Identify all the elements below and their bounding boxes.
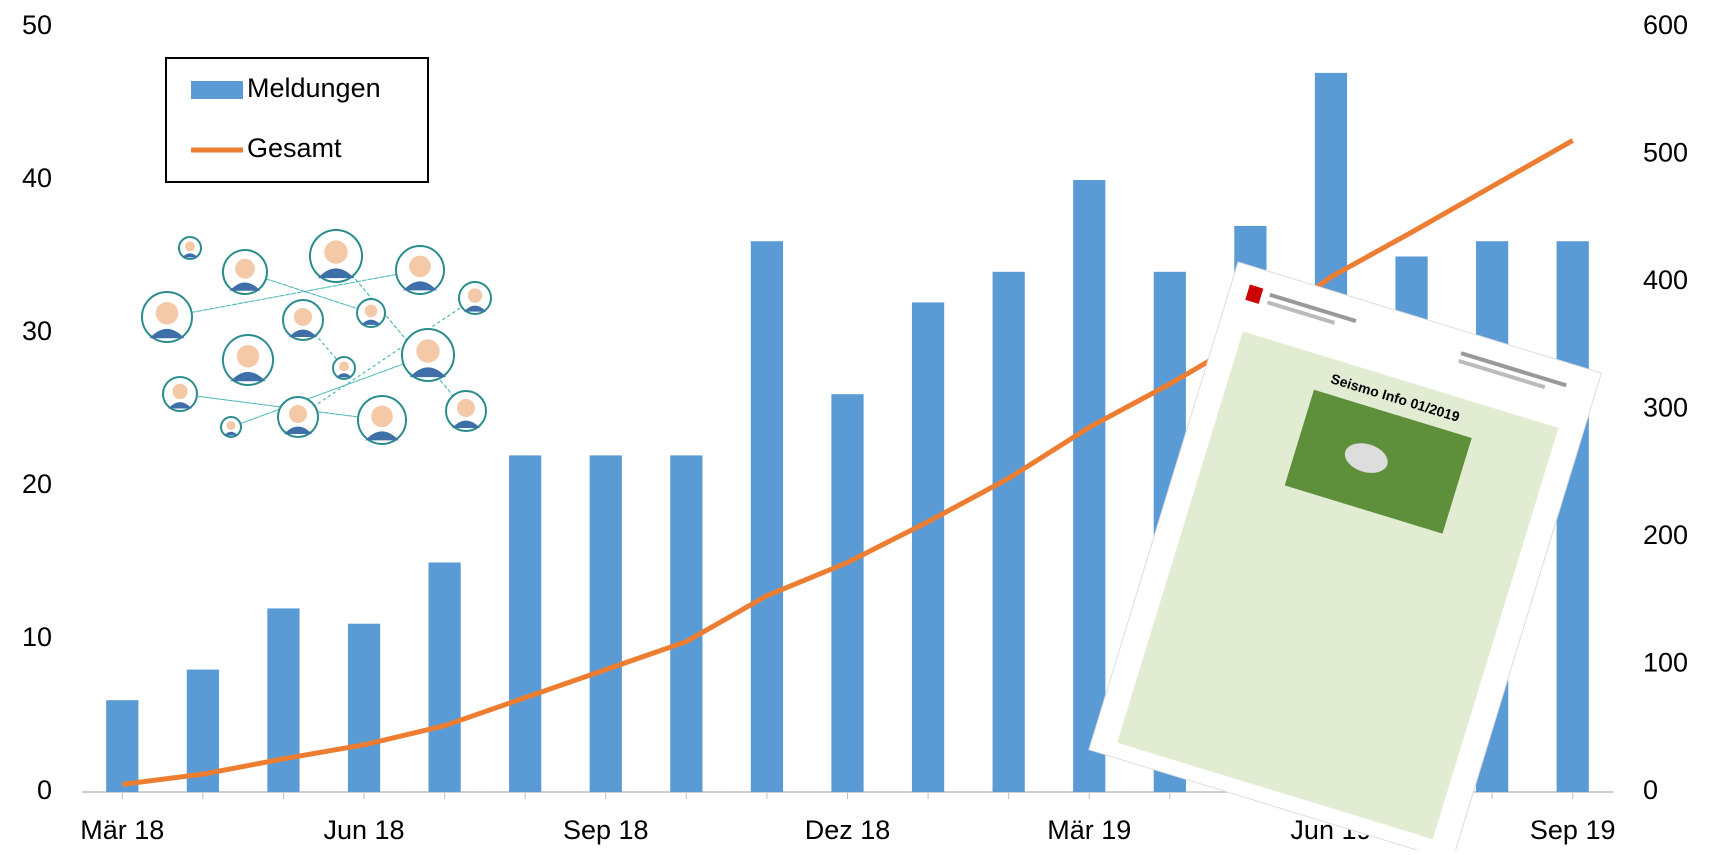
avatar-face xyxy=(172,384,187,399)
y-tick-label: 50 xyxy=(22,10,52,40)
y2-tick-label: 300 xyxy=(1643,393,1688,423)
avatar-face xyxy=(156,302,179,325)
avatar-face xyxy=(227,421,236,430)
people-network-illustration xyxy=(142,230,491,444)
avatar-face xyxy=(339,361,349,371)
y-tick-label: 10 xyxy=(22,622,52,652)
y-tick-label: 30 xyxy=(22,316,52,346)
avatar-face xyxy=(185,241,195,251)
chart: 010203040500100200300400500600Mär 18Jun … xyxy=(0,0,1709,850)
y2-tick-label: 100 xyxy=(1643,648,1688,678)
y2-tick-label: 0 xyxy=(1643,775,1658,805)
avatar-face xyxy=(235,259,255,279)
x-tick-label: Mär 19 xyxy=(1047,815,1131,845)
avatar-face xyxy=(371,406,393,428)
bar xyxy=(912,302,944,792)
y-tick-label: 0 xyxy=(37,775,52,805)
avatar-face xyxy=(289,405,307,423)
bar xyxy=(1073,180,1105,792)
x-tick-label: Sep 18 xyxy=(563,815,649,845)
y2-tick-label: 400 xyxy=(1643,265,1688,295)
avatar-face xyxy=(294,308,312,326)
x-tick-label: Mär 18 xyxy=(80,815,164,845)
legend-swatch xyxy=(191,81,243,99)
avatar-face xyxy=(365,305,378,318)
legend-label: Gesamt xyxy=(247,133,342,163)
bar xyxy=(348,624,380,792)
y-tick-label: 20 xyxy=(22,469,52,499)
y2-tick-label: 200 xyxy=(1643,520,1688,550)
bar xyxy=(428,563,460,793)
avatar-face xyxy=(409,256,431,278)
bar xyxy=(590,455,622,792)
avatar-face xyxy=(237,345,260,368)
x-tick-label: Jun 18 xyxy=(323,815,404,845)
avatar-face xyxy=(468,288,482,302)
bar xyxy=(993,272,1025,792)
y-tick-label: 40 xyxy=(22,163,52,193)
bar xyxy=(831,394,863,792)
bar xyxy=(670,455,702,792)
bar xyxy=(106,700,138,792)
legend-label: Meldungen xyxy=(247,73,381,103)
x-tick-label: Sep 19 xyxy=(1530,815,1616,845)
bar xyxy=(1557,241,1589,792)
bar xyxy=(509,455,541,792)
bar xyxy=(267,608,299,792)
y2-tick-label: 600 xyxy=(1643,10,1688,40)
avatar-face xyxy=(416,339,439,362)
y2-tick-label: 500 xyxy=(1643,138,1688,168)
avatar-face xyxy=(324,240,347,263)
x-tick-label: Dez 18 xyxy=(805,815,891,845)
legend: Meldungen Gesamt xyxy=(166,58,428,182)
avatar-face xyxy=(457,399,475,417)
bar xyxy=(751,241,783,792)
